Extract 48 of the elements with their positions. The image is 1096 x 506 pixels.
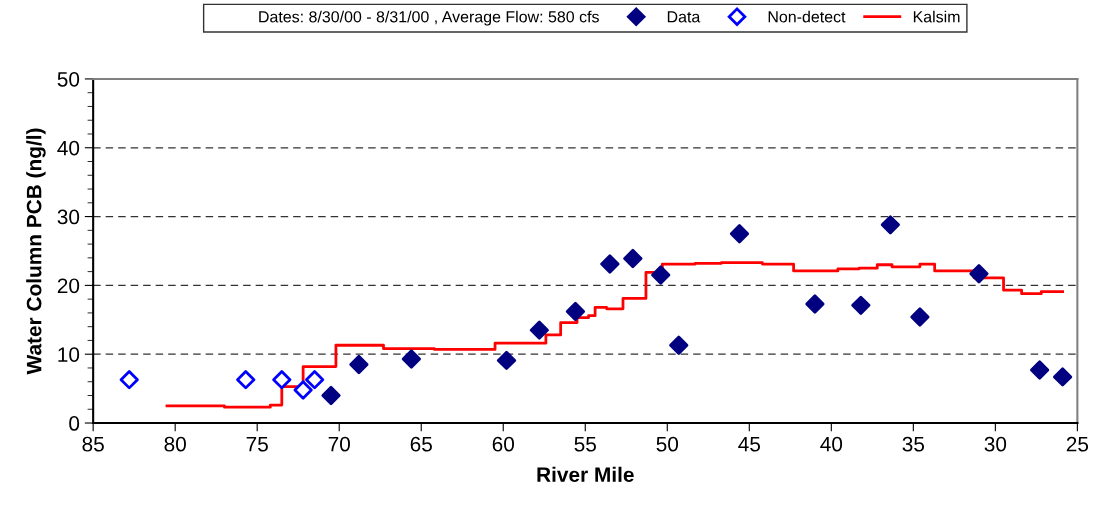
y-tick-label: 0	[69, 416, 80, 431]
x-tick-label: 80	[164, 436, 186, 452]
point	[1053, 367, 1073, 387]
x-tick-label: 25	[1066, 436, 1089, 452]
point	[969, 264, 989, 284]
point	[851, 295, 871, 315]
y-tick-label: 30	[57, 209, 80, 225]
legend-label: Data	[667, 11, 701, 23]
point	[236, 370, 256, 390]
point	[805, 294, 825, 314]
point	[651, 265, 671, 285]
point	[1030, 360, 1050, 380]
y-axis-title: Water Column PCB (ng/l)	[26, 128, 46, 375]
point	[119, 370, 139, 390]
point	[272, 370, 292, 390]
point	[529, 320, 549, 340]
y-tick-label: 50	[57, 71, 80, 87]
x-tick-label: 85	[82, 436, 104, 452]
point	[669, 335, 689, 355]
x-tick-label: 35	[902, 436, 925, 452]
point	[305, 370, 325, 390]
point	[910, 307, 930, 327]
x-tick-label: 45	[738, 436, 761, 452]
point	[321, 385, 341, 406]
x-tick-label: 75	[246, 436, 268, 452]
x-tick-label: 30	[984, 436, 1007, 452]
text: Dates: 8/30/00 - 8/31/00 , Average Flow: 580 cfs	[259, 10, 599, 26]
point	[293, 380, 313, 400]
legend-label: Non-detect	[768, 10, 846, 23]
x-axis-title: River Mile	[537, 466, 634, 483]
legend-label: Kalsim	[913, 10, 960, 23]
point	[880, 215, 900, 235]
x-tick-label: 70	[328, 436, 350, 452]
point	[600, 254, 620, 274]
point	[623, 248, 643, 269]
point	[349, 354, 369, 375]
y-tick-label: 10	[58, 347, 80, 362]
point	[565, 301, 586, 322]
point	[401, 349, 421, 369]
x-tick-label: 65	[410, 436, 432, 452]
x-tick-label: 55	[574, 436, 596, 452]
x-tick-label: 40	[820, 436, 843, 452]
y-tick-label: 40	[57, 140, 80, 156]
y-tick-label: 20	[57, 278, 80, 294]
x-tick-label: 60	[492, 436, 515, 452]
x-tick-label: 50	[656, 436, 679, 452]
point	[729, 224, 750, 244]
point	[496, 350, 517, 370]
